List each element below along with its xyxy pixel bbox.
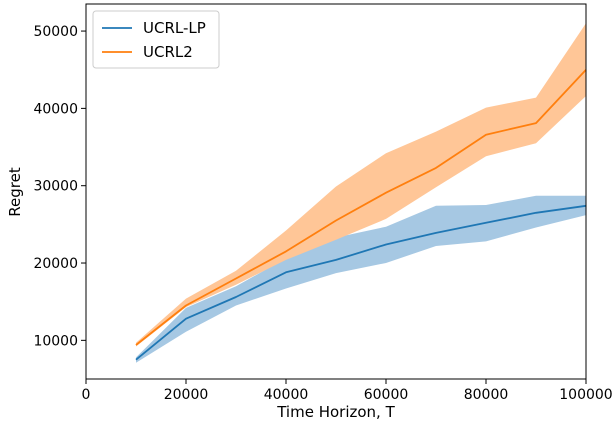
y-tick-label: 20000 bbox=[33, 256, 78, 272]
x-tick-label: 40000 bbox=[264, 387, 309, 403]
x-tick-label: 80000 bbox=[464, 387, 509, 403]
legend-label-ucrl2: UCRL2 bbox=[143, 43, 193, 61]
x-tick-label: 60000 bbox=[364, 387, 409, 403]
x-tick-label: 20000 bbox=[164, 387, 209, 403]
y-tick-label: 50000 bbox=[33, 24, 78, 40]
x-tick-label: 100000 bbox=[559, 387, 612, 403]
y-axis-ticks: 10000 20000 30000 40000 50000 bbox=[33, 24, 86, 349]
band-ucrl2 bbox=[136, 23, 586, 346]
y-tick-label: 10000 bbox=[33, 333, 78, 349]
y-tick-label: 40000 bbox=[33, 101, 78, 117]
x-tick-label: 0 bbox=[82, 387, 91, 403]
x-axis-label: Time Horizon, T bbox=[276, 403, 395, 421]
legend: UCRL-LP UCRL2 bbox=[93, 11, 219, 68]
legend-label-ucrl-lp: UCRL-LP bbox=[143, 19, 206, 37]
y-axis-label: Regret bbox=[6, 167, 24, 217]
x-axis-ticks: 0 20000 40000 60000 80000 100000 bbox=[82, 379, 613, 403]
y-tick-label: 30000 bbox=[33, 179, 78, 195]
